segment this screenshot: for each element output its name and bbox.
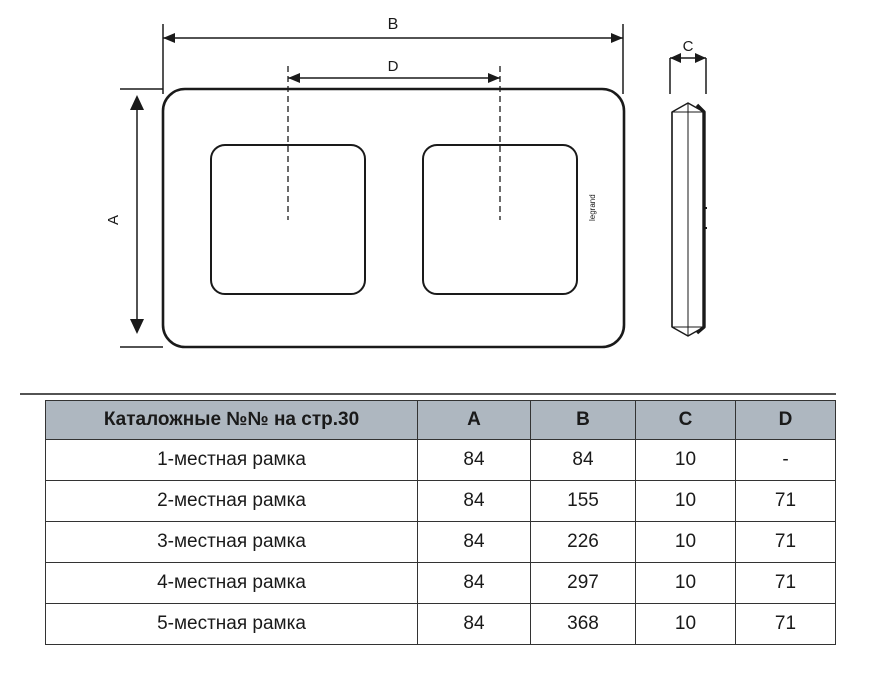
svg-text:C: C — [683, 38, 694, 55]
svg-text:D: D — [388, 58, 399, 75]
svg-text:legrand: legrand — [588, 194, 597, 221]
svg-text:A: A — [105, 215, 122, 225]
svg-text:B: B — [388, 16, 399, 33]
